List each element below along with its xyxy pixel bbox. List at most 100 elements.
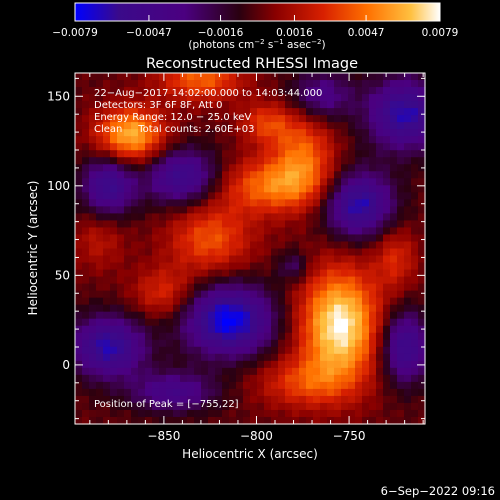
heatmap-cell [96,318,104,327]
heatmap-cell [152,94,160,102]
heatmap-cell [229,269,237,278]
heatmap-cell [369,374,377,383]
heatmap-cell [355,297,363,306]
heatmap-cell [110,178,118,186]
heatmap-cell [292,206,300,214]
heatmap-cell [334,346,342,355]
heatmap-cell [418,136,426,144]
heatmap-cell [243,381,251,390]
heatmap-cell [306,94,314,102]
heatmap-cell [299,276,307,285]
heatmap-cell [166,108,174,116]
heatmap-cell [173,276,181,285]
heatmap-cell [89,213,97,222]
heatmap-cell [145,262,153,271]
heatmap-image [75,73,426,425]
heatmap-cell [159,150,167,158]
heatmap-cell [117,269,125,278]
heatmap-cell [411,276,419,285]
heatmap-cell [348,227,356,236]
heatmap-cell [187,199,195,207]
heatmap-cell [82,332,90,341]
heatmap-cell [306,220,314,229]
heatmap-cell [299,150,307,158]
heatmap-cell [397,290,405,299]
heatmap-cell [397,332,405,341]
heatmap-cell [355,108,363,116]
heatmap-cell [418,276,426,285]
heatmap-cell [271,143,279,151]
heatmap-cell [131,297,139,306]
heatmap-cell [369,276,377,285]
heatmap-cell [397,87,405,95]
heatmap-cell [404,360,412,369]
heatmap-cell [320,115,328,123]
heatmap-cell [208,297,216,306]
heatmap-cell [411,374,419,383]
heatmap-cell [131,283,139,292]
colorbar-tick-label: −0.0016 [198,27,244,39]
heatmap-cell [152,276,160,285]
heatmap-cell [243,255,251,264]
heatmap-cell [187,318,195,327]
heatmap-cell [229,80,237,88]
heatmap-cell [124,185,132,193]
heatmap-cell [117,276,125,285]
heatmap-cell [306,164,314,172]
heatmap-cell [313,346,321,355]
heatmap-cell [124,157,132,165]
heatmap-cell [334,101,342,109]
heatmap-cell [131,325,139,334]
heatmap-cell [229,192,237,200]
heatmap-cell [313,241,321,250]
heatmap-cell [411,94,419,102]
heatmap-cell [187,255,195,264]
heatmap-cell [215,416,223,425]
heatmap-cell [110,255,118,264]
heatmap-cell [82,395,90,404]
heatmap-cell [194,311,202,320]
heatmap-cell [404,367,412,376]
heatmap-cell [306,402,314,411]
heatmap-cell [264,171,272,179]
heatmap-cell [299,339,307,348]
heatmap-cell [320,311,328,320]
heatmap-cell [292,304,300,313]
heatmap-cell [271,311,279,320]
heatmap-cell [82,80,90,88]
heatmap-cell [257,374,265,383]
heatmap-cell [418,157,426,165]
heatmap-cell [411,248,419,257]
heatmap-cell [397,255,405,264]
heatmap-cell [278,339,286,348]
heatmap-cell [131,185,139,193]
heatmap-cell [173,115,181,123]
heatmap-cell [313,199,321,207]
heatmap-cell [110,416,118,425]
heatmap-cell [180,192,188,200]
heatmap-cell [271,80,279,88]
heatmap-cell [180,234,188,243]
heatmap-cell [292,192,300,200]
heatmap-cell [201,311,209,320]
heatmap-cell [397,150,405,158]
heatmap-cell [264,143,272,151]
heatmap-cell [96,87,104,95]
heatmap-cell [327,129,335,137]
heatmap-cell [369,241,377,250]
heatmap-cell [327,192,335,200]
heatmap-cell [236,220,244,229]
heatmap-cell [222,395,230,404]
heatmap-cell [327,248,335,257]
heatmap-cell [299,395,307,404]
heatmap-cell [75,171,83,179]
heatmap-cell [89,416,97,425]
heatmap-cell [222,185,230,193]
heatmap-cell [418,290,426,299]
heatmap-cell [236,388,244,397]
heatmap-cell [110,122,118,130]
heatmap-cell [313,248,321,257]
heatmap-cell [376,262,384,271]
heatmap-cell [320,150,328,158]
heatmap-cell [103,213,111,222]
